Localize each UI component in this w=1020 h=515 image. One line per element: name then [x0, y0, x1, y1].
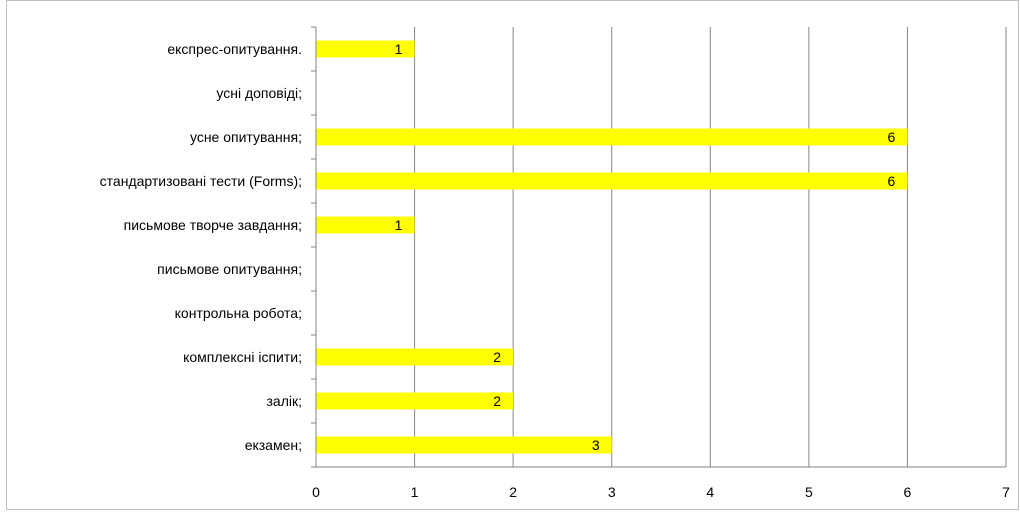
y-tick-label: комплексні іспити;: [183, 349, 302, 365]
data-label: 6: [888, 173, 896, 189]
x-tick-label: 4: [706, 484, 714, 500]
bar: [316, 128, 908, 146]
x-tick-label: 0: [312, 484, 320, 500]
bar: [316, 40, 415, 58]
y-tick-label: усні доповіді;: [216, 85, 302, 101]
x-tick-label: 6: [904, 484, 912, 500]
y-tick-label: залік;: [267, 393, 303, 409]
bar: [316, 216, 415, 234]
y-tick-label: усне опитування;: [190, 129, 302, 145]
bar: [316, 172, 908, 190]
y-tick-label: письмове опитування;: [157, 261, 302, 277]
data-label: 2: [493, 349, 501, 365]
x-tick-label: 3: [608, 484, 616, 500]
bar: [316, 392, 514, 410]
chart-frame: [6, 0, 1019, 510]
data-label: 1: [395, 41, 403, 57]
x-tick-label: 5: [805, 484, 813, 500]
data-label: 3: [592, 437, 600, 453]
data-label: 1: [395, 217, 403, 233]
y-tick-label: експрес-опитування.: [167, 41, 302, 57]
x-tick-label: 2: [509, 484, 517, 500]
y-tick-label: екзамен;: [245, 437, 302, 453]
x-tick-label: 1: [411, 484, 419, 500]
x-tick-label: 7: [1002, 484, 1010, 500]
y-tick-label: контрольна робота;: [175, 305, 302, 321]
data-label: 2: [493, 393, 501, 409]
y-tick-label: письмове творче завдання;: [124, 217, 302, 233]
y-tick-label: стандартизовані тести (Forms);: [100, 173, 302, 189]
bar: [316, 348, 514, 366]
data-label: 6: [888, 129, 896, 145]
bar: [316, 436, 612, 454]
